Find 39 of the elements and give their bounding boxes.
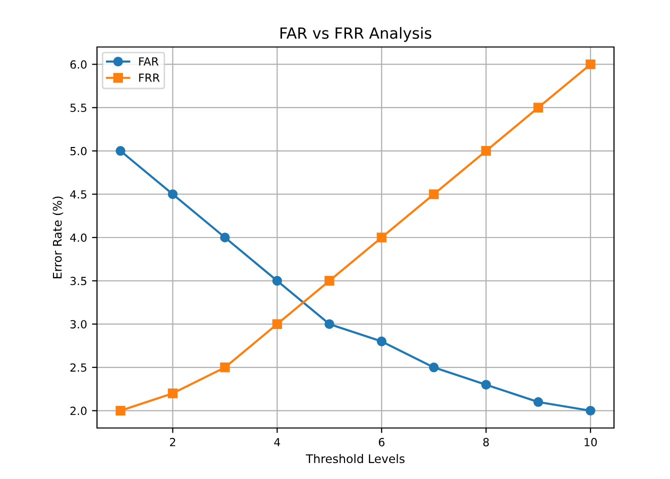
y-tick-label: 4.5 [70, 190, 86, 199]
point [220, 232, 230, 242]
x-tick-label: 10 [584, 438, 597, 446]
x-axis-title: Threshold Levels [306, 454, 405, 464]
point [116, 146, 126, 156]
y-tick-label: 6.0 [70, 60, 87, 69]
x-tick-label: 8 [483, 438, 489, 446]
x-tick-label: 6 [378, 438, 384, 446]
point [116, 406, 126, 416]
y-tick-label: 4.0 [70, 233, 87, 242]
point [376, 232, 386, 242]
point [586, 406, 596, 416]
point [481, 380, 491, 390]
x-tick-label: 2 [170, 438, 176, 446]
point [428, 189, 439, 200]
point [272, 276, 282, 286]
point [533, 397, 544, 407]
chart-title: FAR vs FRR Analysis [280, 27, 432, 42]
point [324, 276, 334, 286]
point [324, 319, 334, 329]
y-axis-title: Error Rate (%) [52, 196, 64, 278]
point [533, 102, 544, 112]
point [586, 59, 596, 70]
point [168, 388, 178, 398]
y-tick-label: 3.5 [70, 276, 86, 286]
point [376, 336, 386, 346]
legend-label: FRR [139, 74, 160, 82]
point [168, 189, 178, 200]
y-tick-label: 5.0 [70, 146, 87, 156]
point [428, 362, 439, 372]
point [220, 362, 230, 372]
y-tick-label: 5.5 [70, 104, 86, 112]
y-tick-label: 2.0 [70, 406, 87, 416]
x-tick-label: 4 [274, 438, 280, 446]
y-tick-label: 3.0 [70, 320, 87, 328]
point [272, 319, 282, 329]
legend-label: FAR [139, 57, 158, 66]
point [481, 146, 491, 156]
y-tick-label: 2.5 [70, 363, 86, 372]
